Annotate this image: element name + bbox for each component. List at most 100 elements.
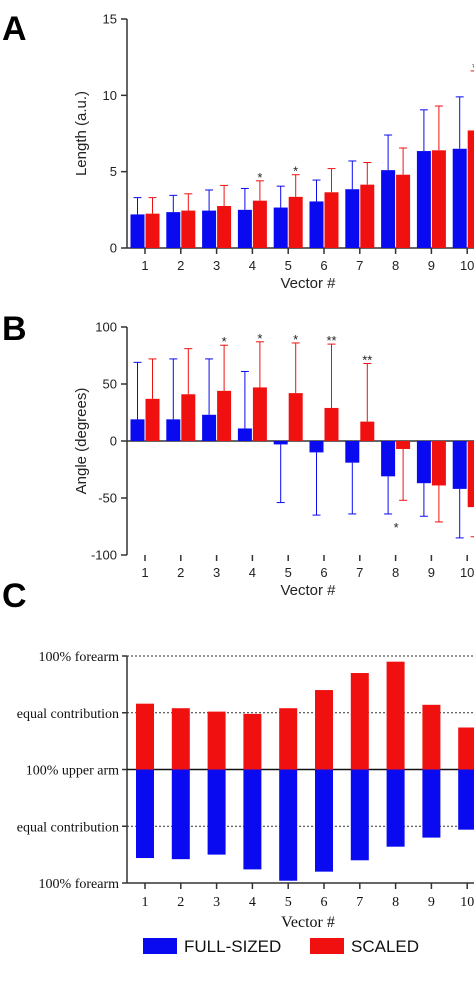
panel-c-bar-scaled	[386, 661, 405, 770]
panel-b-bar-full-sized	[202, 414, 217, 441]
panel-b-significance-marker: *	[293, 332, 298, 347]
panel-a-x-tick-label: 6	[320, 258, 327, 273]
panel-b-x-tick-label: 2	[177, 565, 184, 580]
panel-a-bar-full-sized	[202, 210, 217, 248]
panel-c-x-tick-label: 5	[285, 895, 292, 910]
panel-b-bar-full-sized	[237, 428, 252, 441]
chart-panel-c: 100% forearm equal contribution 100% upper…	[17, 650, 474, 931]
panel-b-bar-full-sized	[309, 441, 324, 453]
panel-a-significance-marker: *	[257, 170, 262, 185]
panel-c-bar-scaled	[136, 703, 154, 770]
panel-b-y-tick-label: -100	[91, 548, 117, 563]
panel-a-bar-scaled	[217, 206, 232, 248]
panel-c-x-tick-label: 3	[213, 895, 220, 910]
panel-c-bar-scaled	[171, 708, 190, 770]
panel-c-y-tick-label: 100% forearm	[39, 650, 120, 665]
panel-a-bar-scaled	[431, 150, 446, 248]
panel-b-x-tick-label: 10	[460, 565, 474, 580]
panel-b-bar-scaled	[145, 398, 160, 441]
panel-a-bar-scaled	[324, 192, 339, 248]
panel-c-bar-scaled	[207, 711, 226, 770]
panel-b-bar-scaled	[181, 394, 196, 441]
panel-c-x-tick-label: 1	[142, 895, 149, 910]
panel-a-x-tick-label: 7	[356, 258, 363, 273]
panel-c-bar-full-sized	[171, 769, 190, 860]
panel-c-bar-full-sized	[458, 769, 474, 830]
panel-c-bar-full-sized	[350, 769, 369, 861]
panel-b-bar-full-sized	[381, 441, 396, 477]
legend-swatch-scaled	[310, 938, 344, 954]
panel-a-bar-scaled	[467, 130, 474, 248]
panel-b-significance-marker: *	[257, 331, 262, 346]
panel-a-bar-scaled	[145, 213, 160, 248]
panel-c-bar-scaled	[243, 713, 262, 770]
panel-a-bar-full-sized	[130, 214, 145, 248]
panel-b-bar-scaled	[217, 390, 232, 441]
panel-a-bar-scaled	[181, 210, 196, 248]
panel-c-x-tick-label: 7	[356, 895, 363, 910]
panel-c-bar-full-sized	[386, 769, 405, 847]
panel-b-significance-marker: *	[222, 334, 227, 349]
panel-b-x-tick-label: 3	[213, 565, 220, 580]
panel-a-bar-scaled	[288, 196, 303, 248]
panel-c-bar-scaled	[458, 727, 474, 770]
panel-letter-c: C	[2, 577, 27, 615]
panel-b-x-tick-label: 1	[141, 565, 148, 580]
panel-a-y-tick-label: 15	[103, 12, 117, 27]
panel-c-bar-full-sized	[279, 769, 298, 881]
panel-c-y-tick-label: 100% upper arm	[26, 764, 119, 779]
panel-c-bar-scaled	[422, 704, 441, 770]
panel-b-bar-scaled	[396, 441, 411, 449]
panel-a-bar-full-sized	[166, 212, 181, 248]
panel-letter-b: B	[2, 310, 27, 348]
panel-b-bar-full-sized	[452, 441, 467, 489]
panel-a-significance-marker: *	[293, 164, 298, 179]
panel-c-x-tick-label: 10	[460, 895, 474, 910]
panel-c-bar-full-sized	[243, 769, 262, 870]
panel-a-x-tick-label: 8	[392, 258, 399, 273]
panel-a-bar-scaled	[360, 184, 375, 248]
panel-b-x-tick-label: 6	[320, 565, 327, 580]
panel-a-bar-full-sized	[273, 207, 288, 248]
panel-b-bar-full-sized	[166, 419, 181, 441]
panel-c-x-tick-label: 8	[392, 895, 399, 910]
legend-swatch-full-sized	[143, 938, 177, 954]
panel-c-bar-scaled	[315, 690, 333, 770]
panel-c-y-tick-label: equal contribution	[17, 820, 119, 835]
chart-panel-a: 0 5 10 15 * * * 1 2 3 4 5 6 7 8 9 10 Vector # Length (a.u.…	[73, 12, 474, 292]
panel-c-x-tick-label: 6	[321, 895, 328, 910]
panel-b-bar-full-sized	[273, 441, 288, 445]
panel-c-bar-scaled	[350, 673, 369, 770]
panel-b-bar-scaled	[360, 421, 375, 441]
panel-a-x-tick-label: 1	[141, 258, 148, 273]
panel-a-x-tick-label: 10	[460, 258, 474, 273]
panel-b-y-tick-label: 0	[110, 434, 117, 449]
panel-c-x-tick-label: 9	[428, 895, 435, 910]
panel-a-x-tick-label: 2	[177, 258, 184, 273]
panel-a-bar-full-sized	[309, 201, 324, 248]
panel-b-x-tick-label: 7	[356, 565, 363, 580]
legend: FULL-SIZED SCALED	[143, 937, 419, 956]
panel-a-x-axis-title: Vector #	[280, 275, 336, 292]
panel-a-y-tick-label: 0	[110, 241, 117, 256]
legend-label-full-sized: FULL-SIZED	[184, 937, 281, 956]
panel-b-bar-scaled	[288, 393, 303, 441]
panel-a-y-axis-title: Length (a.u.)	[73, 91, 90, 176]
panel-b-bar-scaled	[252, 387, 267, 441]
panel-c-x-tick-label: 4	[249, 895, 256, 910]
panel-a-bar-full-sized	[237, 209, 252, 248]
legend-label-scaled: SCALED	[351, 937, 419, 956]
panel-b-significance-marker: **	[362, 352, 372, 367]
panel-b-bar-full-sized	[416, 441, 431, 484]
panel-c-x-tick-label: 2	[177, 895, 184, 910]
panel-b-bar-scaled	[467, 441, 474, 508]
panel-a-x-tick-label: 9	[428, 258, 435, 273]
panel-c-bar-full-sized	[315, 769, 333, 872]
panel-b-x-tick-label: 4	[249, 565, 256, 580]
panel-c-y-tick-label: equal contribution	[17, 707, 119, 722]
panel-b-x-tick-label: 8	[392, 565, 399, 580]
panel-a-x-tick-label: 5	[285, 258, 292, 273]
panel-a-y-tick-label: 10	[103, 88, 117, 103]
panel-a-bar-full-sized	[452, 148, 467, 248]
panel-a-significance-marker: *	[472, 60, 474, 75]
